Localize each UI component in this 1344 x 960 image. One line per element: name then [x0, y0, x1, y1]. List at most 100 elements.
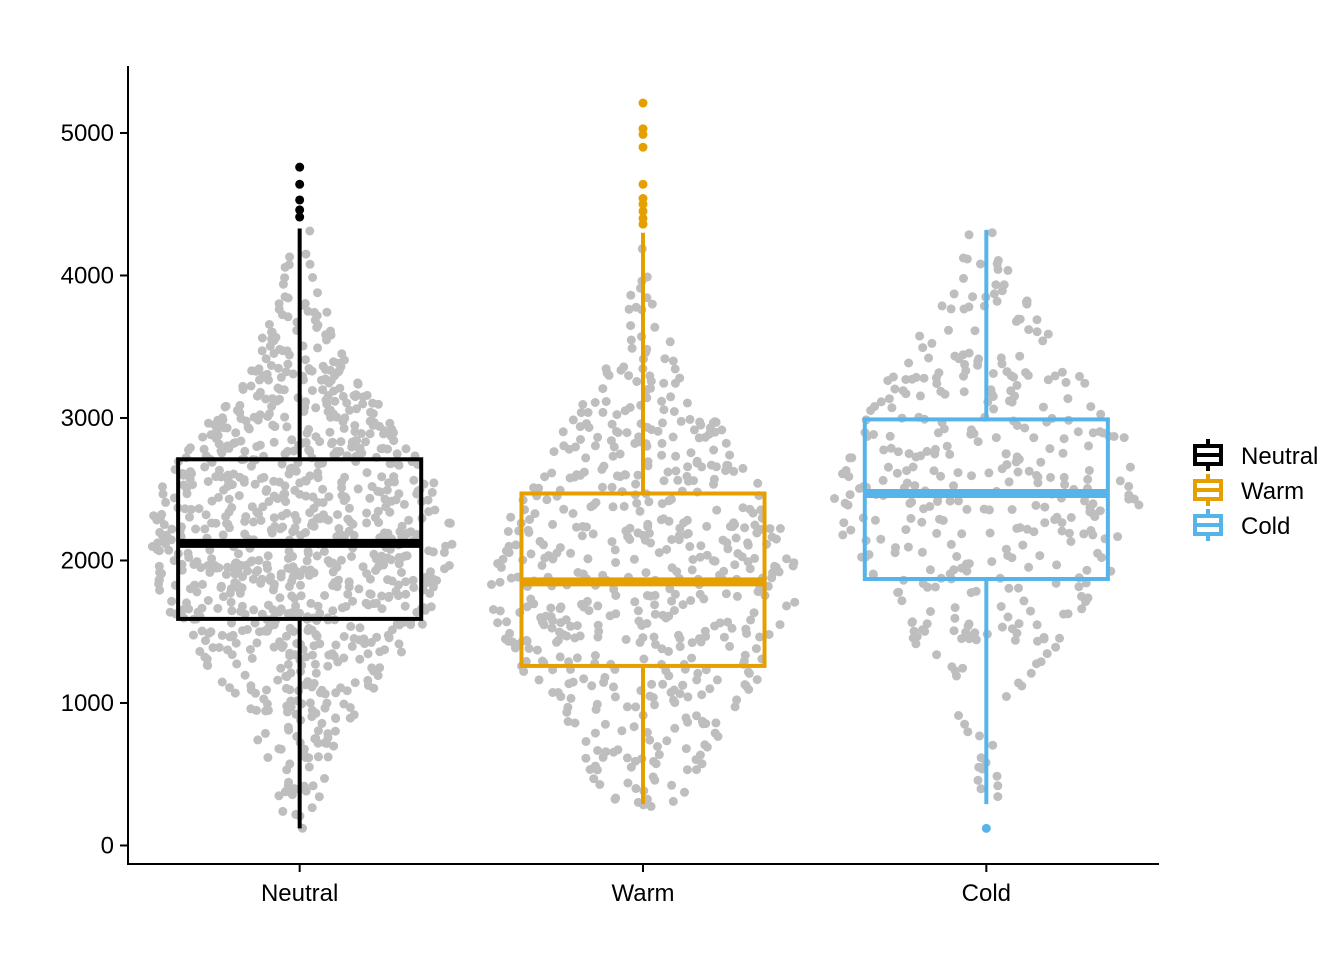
jitter-point — [578, 569, 588, 579]
jitter-point — [353, 378, 363, 388]
jitter-point — [922, 446, 932, 456]
jitter-point — [657, 450, 667, 460]
jitter-point — [661, 613, 671, 623]
jitter-point — [306, 598, 316, 608]
jitter-point — [718, 535, 728, 545]
jitter-point — [347, 641, 357, 651]
jitter-point — [970, 628, 980, 638]
jitter-point — [290, 485, 300, 495]
jitter-point — [417, 619, 427, 629]
jitter-point — [949, 289, 959, 299]
jitter-point — [278, 806, 288, 816]
jitter-point — [1119, 433, 1129, 443]
jitter-point — [281, 367, 291, 377]
jitter-point — [261, 486, 271, 496]
jitter-point — [365, 429, 375, 439]
jitter-point — [568, 415, 578, 425]
jitter-point — [1088, 428, 1098, 438]
jitter-point — [887, 403, 897, 413]
jitter-point — [591, 498, 601, 507]
jitter-point — [401, 444, 411, 454]
jitter-point — [957, 529, 967, 539]
jitter-point — [283, 446, 293, 456]
jitter-point — [989, 289, 999, 299]
jitter-point — [1031, 500, 1041, 510]
jitter-point — [399, 499, 409, 509]
jitter-point — [558, 427, 568, 437]
jitter-point — [526, 594, 536, 604]
jitter-point — [579, 674, 589, 684]
jitter-point — [251, 688, 260, 698]
jitter-point — [920, 626, 930, 636]
jitter-point — [155, 585, 165, 595]
jitter-point — [670, 698, 680, 708]
y-tick-label: 3000 — [61, 405, 114, 432]
jitter-point — [845, 490, 855, 500]
jitter-point — [1007, 505, 1017, 514]
jitter-point — [385, 418, 395, 428]
jitter-point — [1088, 530, 1098, 540]
jitter-point — [782, 554, 792, 564]
jitter-point — [276, 744, 286, 754]
jitter-point — [336, 437, 346, 447]
jitter-point — [359, 634, 369, 644]
jitter-point — [625, 403, 635, 412]
jitter-point — [678, 680, 688, 690]
jitter-point — [287, 608, 297, 618]
jitter-point — [313, 343, 323, 353]
jitter-point — [1032, 620, 1042, 630]
jitter-point — [605, 611, 615, 621]
jitter-point — [1020, 423, 1030, 433]
jitter-point — [696, 420, 706, 430]
jitter-point — [253, 735, 263, 745]
jitter-point — [503, 636, 513, 646]
jitter-point — [744, 668, 754, 678]
jitter-point — [304, 445, 314, 455]
jitter-point — [657, 438, 667, 448]
jitter-point — [962, 559, 971, 569]
jitter-point — [211, 518, 221, 528]
jitter-point — [723, 460, 733, 470]
jitter-point — [320, 774, 329, 783]
jitter-point — [266, 525, 276, 535]
jitter-point — [911, 452, 921, 462]
jitter-point — [1013, 467, 1023, 477]
jitter-point — [593, 620, 603, 630]
jitter-point — [312, 514, 322, 524]
jitter-point — [1003, 265, 1013, 275]
jitter-point — [383, 528, 393, 538]
jitter-point — [495, 606, 505, 616]
jitter-point — [225, 683, 235, 693]
jitter-point — [630, 597, 640, 607]
jitter-point — [697, 690, 707, 700]
jitter-point — [238, 381, 248, 391]
jitter-point — [269, 642, 279, 652]
jitter-point — [897, 596, 907, 606]
jitter-point — [997, 464, 1007, 474]
jitter-point — [650, 600, 660, 610]
jitter-point — [263, 412, 273, 421]
jitter-point — [683, 462, 693, 472]
jitter-point — [975, 731, 984, 741]
jitter-point — [355, 654, 365, 664]
jitter-point — [383, 630, 393, 640]
jitter-point — [269, 513, 279, 523]
jitter-point — [249, 605, 259, 615]
jitter-point — [382, 485, 392, 495]
jitter-point — [501, 546, 511, 556]
jitter-point — [534, 675, 544, 685]
jitter-point — [203, 561, 213, 571]
outlier-point — [295, 212, 305, 222]
jitter-point — [1093, 548, 1103, 558]
jitter-point — [904, 358, 914, 368]
jitter-point — [289, 627, 299, 636]
jitter-point — [668, 356, 678, 366]
jitter-point — [335, 383, 345, 393]
jitter-point — [240, 529, 250, 539]
jitter-point — [281, 497, 291, 507]
jitter-point — [440, 564, 449, 574]
jitter-point — [685, 414, 695, 424]
jitter-point — [542, 495, 552, 505]
jitter-point — [908, 462, 918, 472]
jitter-point — [1036, 457, 1046, 467]
